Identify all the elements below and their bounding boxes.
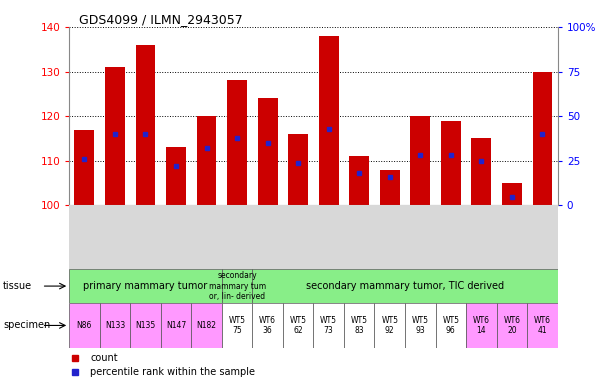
Text: percentile rank within the sample: percentile rank within the sample	[90, 367, 255, 377]
Bar	[374, 303, 405, 348]
Bar	[222, 269, 252, 303]
Text: secondary
mammary tum
or, lin- derived: secondary mammary tum or, lin- derived	[209, 271, 266, 301]
Text: N86: N86	[77, 321, 92, 330]
Text: secondary mammary tumor, TIC derived: secondary mammary tumor, TIC derived	[306, 281, 504, 291]
Bar	[466, 303, 496, 348]
Bar	[283, 303, 314, 348]
Text: WT5
93: WT5 93	[412, 316, 429, 335]
Text: N147: N147	[166, 321, 186, 330]
Text: WT5
92: WT5 92	[381, 316, 398, 335]
Bar	[105, 67, 125, 205]
Text: specimen: specimen	[3, 320, 50, 331]
Bar	[527, 303, 558, 348]
Bar	[380, 170, 400, 205]
Bar	[130, 303, 160, 348]
Text: WT5
73: WT5 73	[320, 316, 337, 335]
Bar	[502, 183, 522, 205]
Bar	[75, 129, 94, 205]
Bar	[197, 116, 216, 205]
Bar	[314, 303, 344, 348]
Bar	[136, 45, 156, 205]
Bar	[160, 303, 191, 348]
Bar	[222, 303, 252, 348]
Bar	[258, 98, 278, 205]
Text: WT5
62: WT5 62	[290, 316, 307, 335]
Bar	[69, 303, 100, 348]
Text: WT5
75: WT5 75	[228, 316, 246, 335]
Bar	[252, 303, 283, 348]
Text: N182: N182	[197, 321, 216, 330]
Text: primary mammary tumor: primary mammary tumor	[84, 281, 207, 291]
Text: WT6
20: WT6 20	[504, 316, 520, 335]
Bar	[344, 303, 374, 348]
Text: N133: N133	[105, 321, 125, 330]
Bar	[252, 269, 558, 303]
Bar	[191, 303, 222, 348]
Bar	[166, 147, 186, 205]
Bar	[496, 303, 527, 348]
Text: WT6
41: WT6 41	[534, 316, 551, 335]
Bar	[349, 156, 369, 205]
Text: WT6
14: WT6 14	[473, 316, 490, 335]
Text: WT5
83: WT5 83	[351, 316, 368, 335]
Text: WT6
36: WT6 36	[259, 316, 276, 335]
Text: count: count	[90, 353, 118, 363]
Text: GDS4099 / ILMN_2943057: GDS4099 / ILMN_2943057	[79, 13, 243, 26]
Bar	[532, 71, 552, 205]
Bar	[100, 303, 130, 348]
Bar	[405, 303, 436, 348]
Text: WT5
96: WT5 96	[442, 316, 459, 335]
Bar	[69, 269, 222, 303]
Bar	[436, 303, 466, 348]
Bar	[319, 36, 338, 205]
Bar	[410, 116, 430, 205]
Bar	[288, 134, 308, 205]
Bar	[441, 121, 461, 205]
Text: N135: N135	[135, 321, 156, 330]
Bar	[227, 80, 247, 205]
Text: tissue: tissue	[3, 281, 32, 291]
Bar	[471, 139, 491, 205]
